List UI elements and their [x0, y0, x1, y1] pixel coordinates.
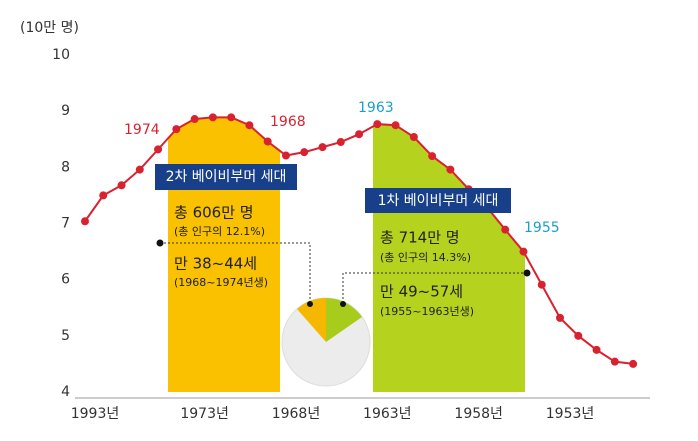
y-tick-label: 9	[61, 103, 70, 119]
leader-dot	[156, 239, 164, 247]
point	[446, 165, 455, 174]
point	[501, 225, 510, 234]
point	[318, 143, 327, 152]
point	[428, 152, 437, 161]
born: (1968~1974년생)	[174, 276, 268, 289]
leader-dot	[340, 301, 346, 307]
pie-wedge	[326, 298, 362, 342]
point	[245, 121, 254, 130]
x-tick-label: 1993년	[71, 406, 120, 422]
point-label: 1963	[358, 100, 394, 116]
point	[336, 138, 345, 147]
x-tick-label: 1953년	[546, 406, 595, 422]
point	[574, 331, 583, 340]
point	[263, 137, 272, 146]
box-title: 1차 베이비부머 세대	[378, 193, 499, 209]
leader-line	[342, 272, 527, 304]
point-label: 1955	[524, 220, 560, 236]
point	[172, 125, 181, 134]
y-tick-label: 10	[52, 47, 70, 63]
age: 만 38~44세	[174, 255, 257, 273]
point-label: 1968	[270, 114, 306, 130]
pie-wedge	[297, 298, 326, 342]
point	[227, 113, 236, 122]
x-tick-label: 1963년	[363, 406, 412, 422]
leader-line	[160, 242, 311, 304]
point	[537, 280, 546, 289]
point	[355, 130, 364, 139]
y-tick-label: 8	[61, 159, 70, 175]
point	[135, 165, 144, 174]
point	[629, 359, 638, 368]
x-tick-label: 1968년	[272, 406, 321, 422]
label-box	[155, 164, 297, 190]
y-tick-label: 7	[61, 216, 70, 232]
point	[409, 133, 418, 142]
total: 총 606만 명	[174, 204, 254, 222]
y-tick-label: 6	[61, 272, 70, 288]
label-box	[365, 188, 511, 213]
point	[592, 345, 601, 354]
x-tick-label: 1958년	[454, 406, 503, 422]
point	[281, 151, 290, 160]
point	[190, 115, 199, 124]
point	[519, 247, 528, 256]
leader-dot	[523, 269, 531, 277]
point	[610, 357, 619, 366]
point-label: 1974	[124, 122, 160, 138]
point	[117, 181, 126, 190]
point	[99, 191, 108, 200]
point	[208, 113, 217, 122]
y-axis-label: (10만 명)	[20, 20, 79, 36]
age: 만 49~57세	[380, 283, 463, 301]
leader-dot	[307, 301, 313, 307]
share: (총 인구의 12.1%)	[174, 225, 265, 238]
point	[154, 145, 163, 154]
box-title: 2차 베이비부머 세대	[166, 169, 287, 185]
point	[391, 121, 400, 130]
y-tick-label: 5	[61, 328, 70, 344]
point	[300, 148, 309, 157]
share: (총 인구의 14.3%)	[380, 251, 471, 264]
x-tick-label: 1973년	[180, 406, 229, 422]
point	[373, 120, 382, 129]
y-tick-label: 4	[61, 384, 70, 400]
total: 총 714만 명	[380, 229, 460, 247]
point	[556, 313, 565, 322]
point	[81, 217, 89, 226]
born: (1955~1963년생)	[380, 305, 474, 318]
